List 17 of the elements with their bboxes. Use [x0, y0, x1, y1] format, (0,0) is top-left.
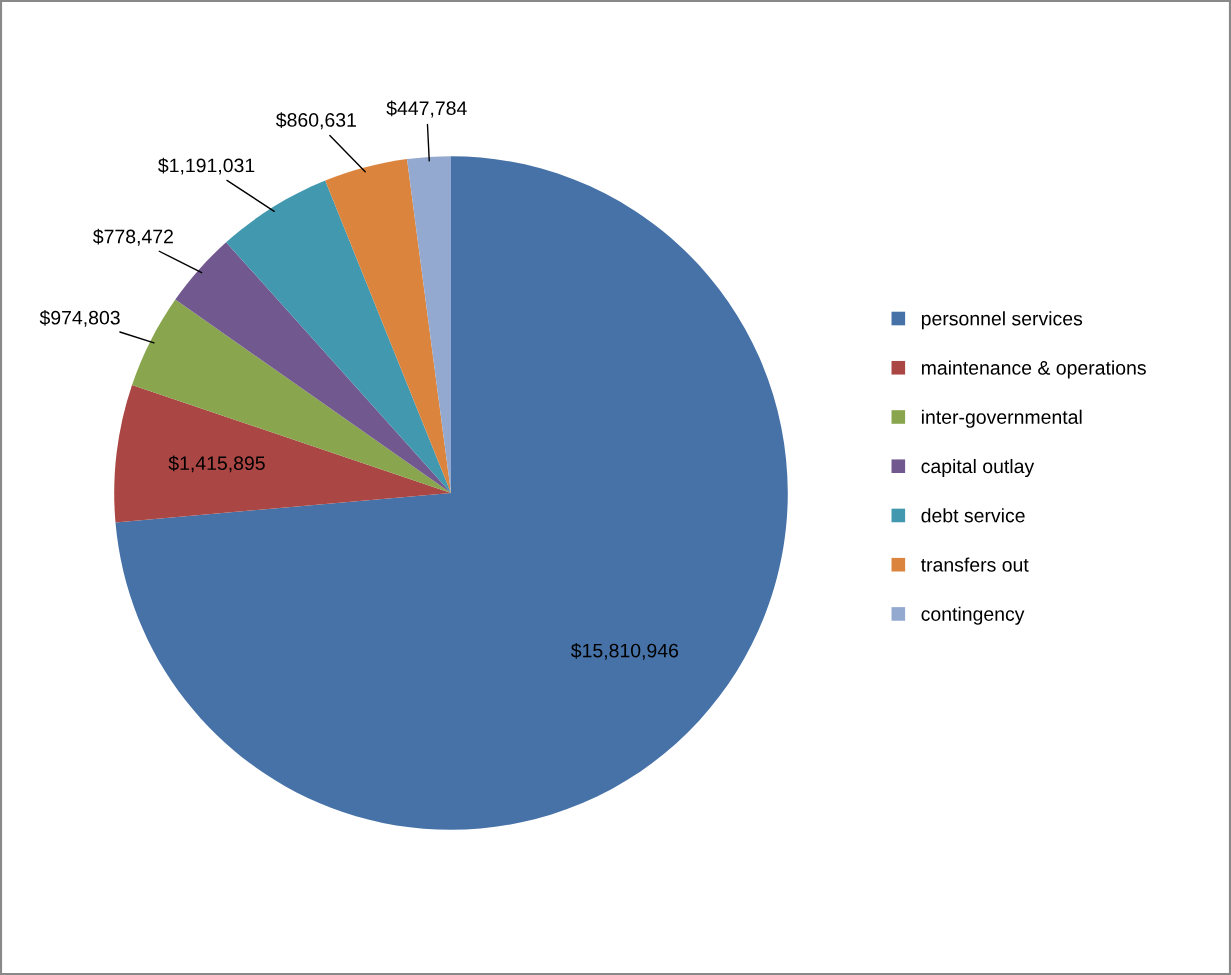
- legend-label: personnel services: [921, 311, 1083, 330]
- legend-label: contingency: [921, 606, 1025, 625]
- pie-slice: [132, 299, 451, 493]
- data-label: $1,191,031: [158, 157, 255, 175]
- data-label: $1,415,895: [168, 455, 265, 473]
- legend-label: maintenance & operations: [921, 360, 1146, 379]
- legend-label: debt service: [921, 508, 1025, 523]
- legend-label: capital outlay: [921, 458, 1035, 478]
- data-label: $447,784: [386, 100, 467, 118]
- data-label: $860,631: [276, 112, 356, 130]
- data-label: $778,472: [93, 228, 173, 246]
- legend-label: inter-governmental: [921, 409, 1082, 428]
- pie-slice: [114, 384, 451, 523]
- data-label: $15,810,946: [570, 642, 679, 660]
- pie-slice: [325, 159, 451, 493]
- legend-label: transfers out: [920, 557, 1029, 572]
- data-label: $974,803: [39, 309, 120, 327]
